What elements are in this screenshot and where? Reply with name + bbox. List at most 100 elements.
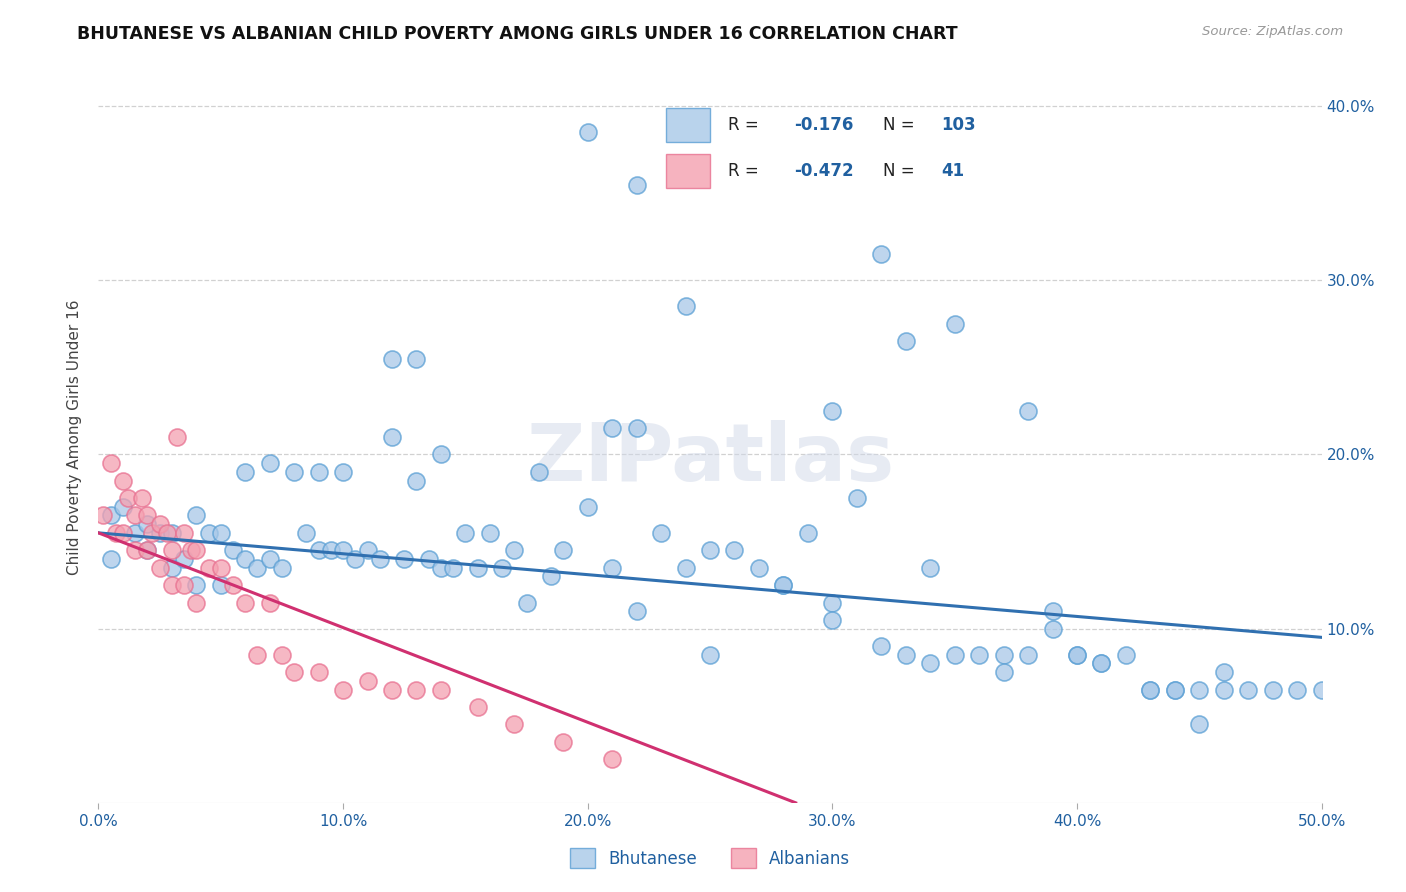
Point (149, 517, 172, 532)
Point (270, 648, 294, 662)
Point (222, 543, 245, 558)
Point (381, 430, 404, 444)
Point (405, 682, 427, 697)
Point (870, 247, 893, 261)
Point (308, 665, 330, 680)
Point (821, 613, 844, 627)
Point (894, 334, 917, 349)
Text: N =: N = (883, 116, 920, 135)
Point (675, 560, 697, 574)
Point (1115, 648, 1137, 662)
Point (270, 560, 294, 574)
Point (259, 456, 281, 470)
Point (156, 525, 179, 540)
Point (319, 543, 342, 558)
Text: R =: R = (728, 162, 765, 180)
Point (993, 665, 1015, 680)
Point (993, 648, 1015, 662)
Point (283, 665, 305, 680)
Text: -0.472: -0.472 (794, 162, 853, 180)
Point (772, 578, 794, 592)
Point (100, 456, 122, 470)
Point (332, 543, 354, 558)
Point (1188, 717, 1211, 731)
Point (418, 552, 440, 566)
Point (259, 595, 281, 609)
Point (111, 525, 134, 540)
Text: -0.176: -0.176 (794, 116, 853, 135)
Point (626, 421, 648, 435)
Point (136, 517, 159, 532)
Point (699, 648, 721, 662)
Point (332, 465, 354, 479)
Text: ZIPatlas: ZIPatlas (526, 420, 894, 498)
Point (1042, 604, 1064, 618)
Point (626, 178, 648, 192)
Point (381, 682, 404, 697)
Point (160, 525, 183, 540)
Point (772, 578, 794, 592)
Point (920, 657, 942, 671)
Point (675, 300, 697, 314)
Point (441, 560, 464, 574)
Point (160, 578, 183, 592)
Point (197, 560, 219, 574)
Point (553, 543, 575, 558)
Point (173, 552, 195, 566)
Point (166, 430, 188, 444)
Point (308, 543, 330, 558)
Point (131, 491, 153, 505)
Point (626, 604, 648, 618)
Point (209, 560, 232, 574)
Point (1090, 657, 1112, 671)
Point (136, 543, 159, 558)
Point (197, 525, 219, 540)
Point (540, 569, 562, 583)
Point (821, 404, 844, 418)
Point (576, 125, 599, 139)
Point (356, 673, 378, 688)
Point (1164, 682, 1187, 697)
Point (845, 491, 868, 505)
Point (1139, 682, 1161, 697)
Point (186, 508, 208, 523)
Point (209, 578, 232, 592)
Point (117, 491, 139, 505)
Point (392, 552, 416, 566)
Point (344, 552, 367, 566)
Point (186, 595, 208, 609)
Point (173, 525, 195, 540)
Point (111, 500, 134, 514)
Point (91, 508, 114, 523)
Point (160, 560, 183, 574)
Point (259, 552, 281, 566)
Point (894, 648, 917, 662)
Point (821, 595, 844, 609)
Point (1237, 682, 1260, 697)
Point (1286, 682, 1309, 697)
Point (503, 717, 526, 731)
Point (308, 465, 330, 479)
Point (186, 543, 208, 558)
Point (405, 351, 427, 366)
Point (1139, 682, 1161, 697)
Point (149, 525, 172, 540)
Point (503, 543, 526, 558)
Point (650, 525, 672, 540)
Text: R =: R = (728, 116, 765, 135)
Point (478, 525, 501, 540)
Point (430, 560, 453, 574)
Point (124, 525, 146, 540)
Point (180, 543, 202, 558)
Point (967, 648, 990, 662)
Point (454, 525, 477, 540)
Legend: Bhutanese, Albanians: Bhutanese, Albanians (564, 841, 856, 875)
Point (124, 543, 146, 558)
Point (515, 595, 537, 609)
Point (943, 648, 966, 662)
Point (160, 543, 183, 558)
Point (576, 500, 599, 514)
Point (943, 317, 966, 331)
Text: Source: ZipAtlas.com: Source: ZipAtlas.com (1202, 25, 1343, 38)
Point (186, 578, 208, 592)
